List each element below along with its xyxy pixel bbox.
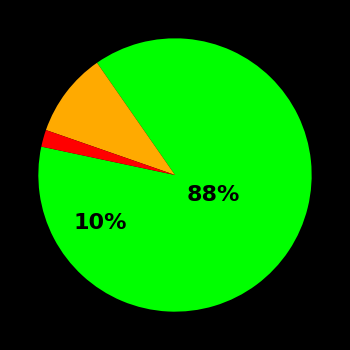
Wedge shape — [46, 63, 175, 175]
Wedge shape — [41, 130, 175, 175]
Text: 88%: 88% — [187, 186, 240, 205]
Wedge shape — [38, 38, 312, 312]
Text: 10%: 10% — [73, 213, 127, 233]
